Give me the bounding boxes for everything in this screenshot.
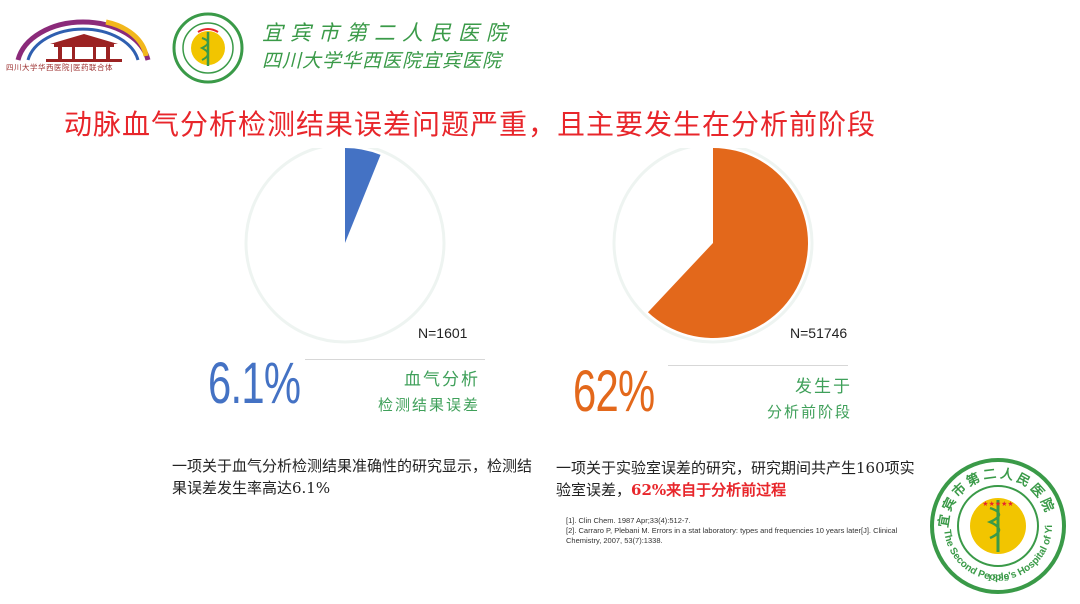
yibin-hospital-emblem-icon [172,12,244,84]
hospital-name-line2: 四川大学华西医院宜宾医院 [262,50,503,72]
stat-percent-right: 62% [573,359,655,424]
left-logo-caption: 四川大学华西医院|医药联合体 [6,63,114,72]
reference-2: [2]. Carraro P, Plebani M. Errors in a s… [566,526,898,545]
divider-right [668,365,848,366]
svg-text:★★★★★: ★★★★★ [982,500,1013,508]
divider-left [305,359,485,360]
pie-chart-preanalytic-errors [608,142,818,358]
stat-label-left-line1: 血气分析 [404,370,480,390]
pie-slice-preanalytic [647,148,808,338]
description-right: 一项关于实验室误差的研究，研究期间共产生160项实验室误差，62%来自于分析前过… [556,457,926,501]
stat-label-right-line1: 发生于 [795,377,852,397]
description-right-highlight: 62%来自于分析前过程 [631,481,787,499]
stat-label-right-line2: 分析前阶段 [766,403,852,421]
stat-percent-left: 6.1% [208,351,301,416]
hospital-name-line1: 宜宾市第二人民医院 [262,21,514,45]
west-china-medical-center-logo [6,8,161,78]
description-right-text: 一项关于实验室误差的研究，研究期间共产生160项实验室误差， [556,459,915,499]
hospital-seal-icon: 宜宾市第二人民医院 The Second People's Hospital o… [927,448,1066,596]
reference-1: [1]. Clin Chem. 1987 Apr;33(4):512-7. [566,516,691,525]
description-left: 一项关于血气分析检测结果准确性的研究显示，检测结果误差发生率高达6.1% [172,457,533,497]
sample-size-right: N=51746 [790,325,848,341]
sample-size-left: N=1601 [418,325,468,341]
pie-slice-blood-gas [345,148,381,243]
slide-title: 动脉血气分析检测结果误差问题严重，且主要发生在分析前阶段 [64,108,877,141]
stat-label-left-line2: 检测结果误差 [377,396,480,414]
references: [1]. Clin Chem. 1987 Apr;33(4):512-7. [2… [566,516,911,546]
seal-year: 1889 [987,574,1010,584]
